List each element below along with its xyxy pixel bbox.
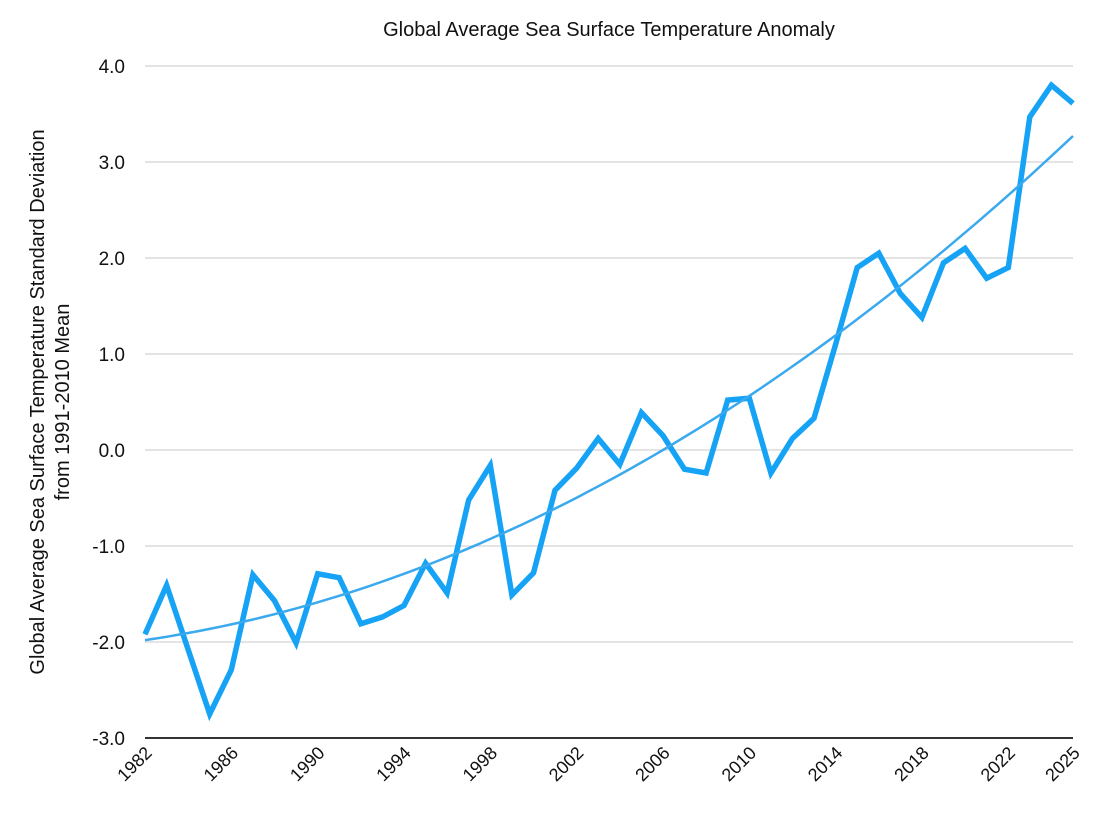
x-tick-label: 2025 [1041, 743, 1083, 785]
y-axis-label-line-2: from 1991-2010 Mean [52, 304, 74, 501]
x-tick-label: 2002 [545, 743, 587, 785]
x-tick-label: 2022 [977, 743, 1019, 785]
x-tick-label: 1998 [459, 743, 501, 785]
chart-title: Global Average Sea Surface Temperature A… [383, 19, 835, 41]
x-tick-label: 1990 [286, 743, 328, 785]
trend-line [144, 135, 1074, 642]
y-tick-label: 2.0 [99, 249, 125, 270]
x-tick-labels: 1982 1986 1990 1994 1998 2002 2006 2010 2014 2018… [113, 743, 1083, 785]
y-tick-label: -3.0 [92, 729, 125, 750]
x-tick-label: 1994 [372, 743, 414, 785]
y-axis-label-line-1: Global Average Sea Surface Temperature S… [27, 129, 49, 674]
x-tick-label: 1986 [200, 743, 242, 785]
y-tick-label: 3.0 [99, 153, 125, 174]
y-tick-label: -1.0 [92, 537, 125, 558]
x-tick-label: 2014 [804, 743, 846, 785]
y-tick-label: 1.0 [99, 345, 125, 366]
y-tick-label: 4.0 [99, 57, 125, 78]
x-tick-label: 2018 [890, 743, 932, 785]
y-axis-label: Global Average Sea Surface Temperature S… [27, 129, 74, 674]
y-tick-label: -2.0 [92, 633, 125, 654]
x-tick-label: 2010 [718, 743, 760, 785]
gridlines [145, 65, 1073, 643]
y-tick-labels: -3.0 -2.0 -1.0 0.0 1.0 2.0 3.0 4.0 [92, 57, 125, 750]
y-tick-label: 0.0 [99, 441, 125, 462]
series-line-anomaly [142, 81, 1075, 722]
x-tick-label: 2006 [631, 743, 673, 785]
